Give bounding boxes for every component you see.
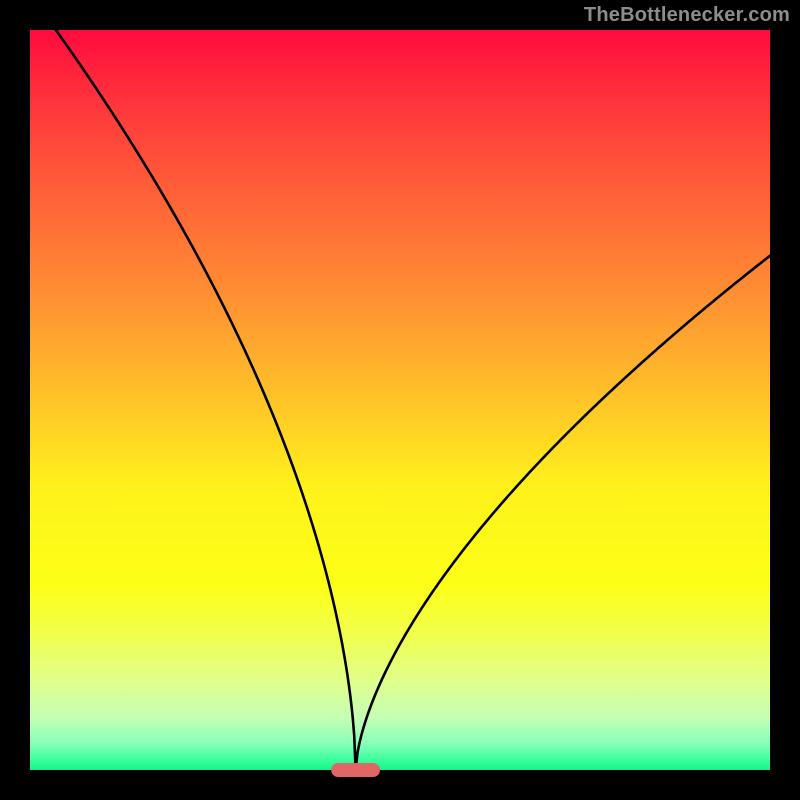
plot-background bbox=[30, 30, 770, 770]
chart-container: TheBottlenecker.com bbox=[0, 0, 800, 800]
watermark-text: TheBottlenecker.com bbox=[584, 4, 790, 27]
optimum-marker bbox=[331, 763, 380, 777]
bottleneck-chart bbox=[0, 0, 800, 800]
